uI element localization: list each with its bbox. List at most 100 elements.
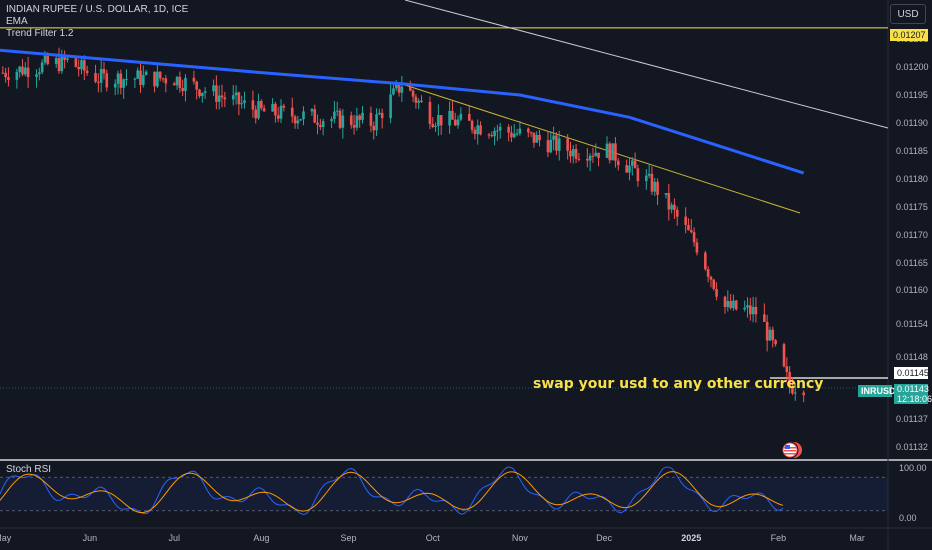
candle — [271, 103, 274, 112]
price-axis-label: 0.01154 — [896, 318, 928, 329]
candle — [164, 78, 168, 84]
candle — [628, 165, 631, 173]
candle — [729, 301, 732, 309]
candle — [709, 276, 713, 280]
candle — [26, 67, 30, 78]
candle — [689, 230, 693, 233]
countdown: 12:18:06 — [897, 394, 932, 404]
candle — [125, 79, 128, 81]
candle — [636, 168, 640, 182]
time-axis-label: 2025 — [681, 533, 702, 543]
candle — [782, 344, 786, 367]
time-axis-label: Mar — [849, 533, 865, 543]
rsi-band — [0, 477, 888, 511]
candle — [338, 110, 342, 128]
candle — [35, 74, 38, 78]
candle — [184, 77, 187, 92]
time-axis-label: Jul — [168, 533, 180, 543]
candle — [195, 81, 199, 90]
candle — [673, 204, 676, 210]
candle — [378, 112, 381, 115]
candle — [597, 152, 600, 158]
candle — [394, 84, 398, 89]
candle — [538, 134, 541, 141]
candle — [453, 119, 457, 126]
candle — [664, 193, 668, 195]
candle — [498, 126, 502, 131]
candle — [434, 125, 437, 127]
candle — [571, 149, 575, 157]
time-axis-label: May — [0, 533, 12, 543]
candle — [389, 94, 392, 119]
candle — [74, 58, 78, 67]
candle — [192, 77, 196, 82]
candle — [675, 209, 679, 217]
rsi-d-line — [0, 471, 784, 514]
candle — [375, 114, 378, 131]
candle — [768, 329, 772, 341]
candle — [133, 78, 137, 80]
time-axis-label: Nov — [511, 533, 528, 543]
currency-button[interactable]: USD — [890, 4, 926, 24]
candle — [40, 62, 44, 73]
candle — [633, 160, 637, 169]
candle — [723, 296, 727, 307]
candle — [254, 109, 258, 119]
annotation-text: swap your usd to any other currency — [533, 376, 824, 392]
candle — [251, 100, 255, 110]
candle — [257, 101, 260, 119]
us-flag-icon[interactable] — [780, 440, 804, 460]
candle — [316, 122, 319, 125]
candle — [335, 110, 339, 112]
candle — [1, 72, 5, 74]
candle — [791, 385, 794, 394]
price-axis-label: 0.01190 — [896, 117, 928, 128]
candle — [650, 173, 654, 192]
candle — [113, 83, 117, 88]
candle — [496, 130, 499, 132]
candle — [369, 112, 373, 126]
candle — [321, 121, 325, 128]
candle — [751, 306, 755, 315]
price-axis-label: 0.01195 — [896, 89, 928, 100]
candle — [310, 109, 314, 112]
candle — [231, 95, 235, 100]
price-axis-label: 0.01137 — [896, 413, 928, 424]
candle — [608, 143, 612, 161]
candle — [276, 115, 280, 119]
candle — [172, 83, 176, 86]
candle — [313, 109, 317, 123]
candle — [198, 89, 201, 97]
candle — [392, 88, 395, 95]
candle — [215, 85, 218, 102]
candle — [574, 149, 578, 159]
candle — [754, 306, 758, 315]
candle — [448, 110, 451, 126]
rsi-label-0: 0.00 — [899, 513, 917, 523]
candle — [625, 165, 628, 173]
candle — [290, 107, 294, 117]
candle — [510, 132, 513, 138]
candle — [94, 73, 97, 82]
candle — [743, 307, 746, 310]
candle — [473, 129, 477, 135]
candle — [439, 115, 443, 126]
candle — [411, 90, 415, 97]
candle — [431, 124, 435, 127]
candle — [181, 87, 184, 92]
legend-symbol: INDIAN RUPEE / U.S. DOLLAR, 1D, ICE — [6, 4, 189, 15]
candle — [527, 128, 530, 133]
candle — [220, 95, 224, 98]
candle — [785, 366, 789, 373]
candle — [557, 138, 561, 151]
candle — [240, 103, 243, 105]
candle — [57, 58, 61, 72]
candle — [60, 54, 64, 72]
candle — [420, 100, 423, 102]
symbol-tag: INRUSD — [858, 385, 896, 397]
candle — [99, 69, 103, 83]
candle — [243, 100, 246, 104]
candle — [85, 70, 89, 74]
candle — [397, 84, 401, 93]
